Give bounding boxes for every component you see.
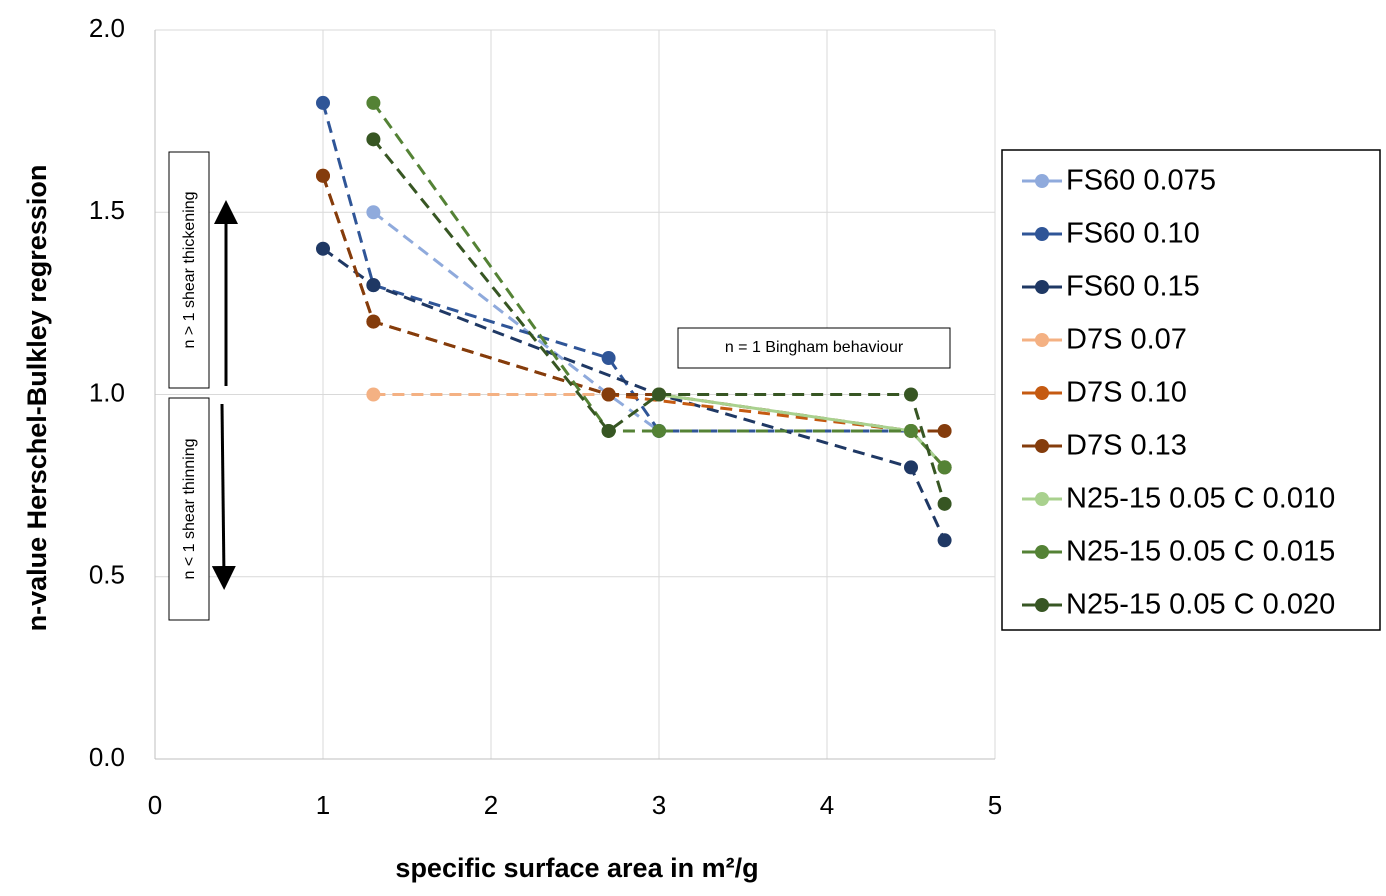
data-point [366, 387, 381, 402]
annotation-box [168, 151, 210, 389]
legend-marker [1035, 598, 1049, 612]
legend-marker [1035, 492, 1049, 506]
data-point [904, 387, 918, 402]
legend-marker [1035, 174, 1049, 188]
data-point [904, 423, 918, 438]
annotation: n > 1 shear thickening [181, 192, 198, 349]
legend-label: D7S 0.13 [1066, 430, 1187, 462]
legend-marker [1035, 333, 1049, 347]
y-tick-label: 1.5 [89, 195, 125, 225]
legend-marker [1035, 386, 1049, 400]
data-point [366, 95, 381, 110]
data-point [601, 351, 616, 366]
data-point [366, 314, 381, 329]
y-tick-label: 2.0 [89, 13, 125, 43]
data-point [366, 132, 381, 147]
y-axis-label: n-value Herschel-Bulkley regression [22, 165, 52, 632]
data-point [652, 387, 666, 402]
data-point [937, 460, 952, 475]
x-tick-label: 0 [148, 790, 162, 820]
series-line [372, 138, 947, 505]
data-point [366, 205, 381, 220]
data-point [937, 496, 952, 511]
legend [1001, 149, 1381, 631]
data-point [366, 278, 381, 293]
x-tick-label: 4 [820, 790, 834, 820]
series-line [372, 102, 946, 469]
legend-label: N25-15 0.05 C 0.010 [1066, 483, 1335, 515]
legend-marker [1035, 545, 1049, 559]
legend-label: N25-15 0.05 C 0.020 [1066, 589, 1335, 621]
plot [154, 29, 996, 760]
y-tick-label: 0.0 [89, 742, 125, 772]
legend-marker [1035, 439, 1049, 453]
data-point [316, 241, 330, 256]
x-tick-label: 3 [652, 790, 666, 820]
data-point [652, 423, 666, 438]
legend-marker [1035, 280, 1049, 294]
y-tick-label: 0.5 [89, 560, 125, 590]
data-point [904, 460, 918, 475]
y-tick-label: 1.0 [89, 377, 125, 407]
x-axis-label: specific surface area in m²/g [395, 853, 758, 883]
x-tick-label: 5 [988, 790, 1002, 820]
legend-label: N25-15 0.05 C 0.015 [1066, 536, 1335, 568]
legend-label: FS60 0.15 [1066, 271, 1200, 303]
annotation: n < 1 shear thinning [181, 439, 198, 580]
x-tick-label: 1 [316, 790, 330, 820]
arrow [211, 403, 236, 590]
legend-label: FS60 0.075 [1066, 165, 1216, 197]
legend-label: D7S 0.10 [1066, 377, 1187, 409]
annotation-box [168, 397, 210, 621]
legend-label: FS60 0.10 [1066, 218, 1200, 250]
annotation-box [677, 327, 951, 369]
data-point [316, 168, 330, 183]
x-tick-label: 2 [484, 790, 498, 820]
legend-label: D7S 0.07 [1066, 324, 1187, 356]
data-point [601, 423, 616, 438]
data-point [316, 95, 330, 110]
legend-marker [1035, 227, 1049, 241]
annotation: n = 1 Bingham behaviour [725, 339, 904, 356]
data-point [937, 423, 952, 438]
data-point [937, 533, 952, 548]
data-point [601, 387, 616, 402]
